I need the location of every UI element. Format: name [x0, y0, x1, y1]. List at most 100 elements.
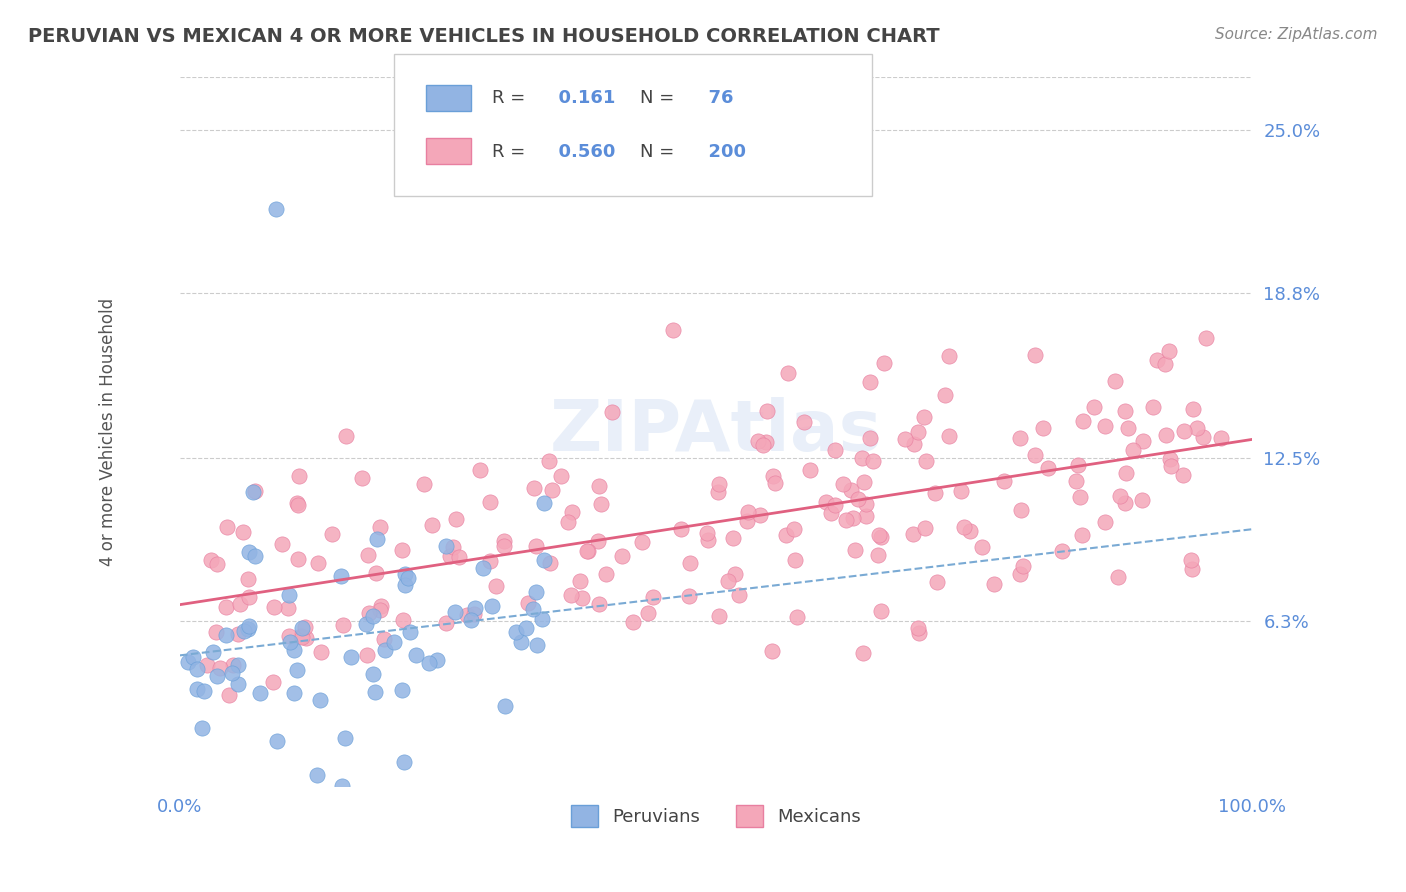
Mexicans: [1024, 449, 1046, 463]
Mexicans: [1154, 357, 1177, 371]
Peruvians: [202, 644, 225, 658]
Mexicans: [195, 658, 218, 673]
Mexicans: [717, 574, 740, 589]
Mexicans: [785, 553, 807, 567]
Mexicans: [907, 621, 929, 635]
Mexicans: [1064, 475, 1087, 489]
Mexicans: [907, 425, 929, 440]
Mexicans: [1142, 400, 1164, 414]
Mexicans: [1173, 467, 1195, 482]
Mexicans: [903, 437, 925, 451]
Peruvians: [394, 567, 416, 582]
Mexicans: [218, 688, 240, 702]
Mexicans: [287, 498, 309, 512]
Mexicans: [735, 514, 758, 528]
Mexicans: [1069, 490, 1091, 504]
Mexicans: [238, 591, 260, 605]
Mexicans: [470, 463, 492, 477]
Mexicans: [1071, 414, 1094, 428]
Mexicans: [1130, 492, 1153, 507]
Peruvians: [228, 677, 250, 691]
Text: 76: 76: [696, 89, 734, 107]
Peruvians: [522, 602, 544, 616]
Peruvians: [374, 643, 396, 657]
Mexicans: [747, 434, 769, 449]
Peruvians: [398, 624, 420, 639]
Mexicans: [870, 604, 893, 618]
Peruvians: [285, 663, 308, 677]
Mexicans: [557, 516, 579, 530]
Mexicans: [290, 628, 312, 642]
Mexicans: [215, 599, 238, 614]
Peruvians: [510, 635, 533, 649]
Mexicans: [200, 553, 222, 567]
Peruvians: [366, 532, 388, 546]
Mexicans: [291, 630, 314, 644]
Peruvians: [354, 617, 377, 632]
Mexicans: [541, 483, 564, 497]
Mexicans: [588, 597, 610, 611]
Mexicans: [600, 404, 623, 418]
Mexicans: [752, 437, 775, 451]
Mexicans: [1209, 431, 1232, 445]
Mexicans: [420, 518, 443, 533]
Mexicans: [1114, 496, 1136, 510]
Mexicans: [1195, 331, 1218, 345]
Mexicans: [855, 509, 877, 524]
Mexicans: [707, 609, 730, 624]
Mexicans: [285, 496, 308, 510]
Mexicans: [588, 479, 610, 493]
Peruvians: [278, 588, 301, 602]
Mexicans: [859, 431, 882, 445]
Mexicans: [959, 524, 981, 539]
Mexicans: [294, 631, 316, 645]
Mexicans: [561, 505, 583, 519]
Mexicans: [893, 432, 915, 446]
Mexicans: [993, 474, 1015, 488]
Mexicans: [814, 495, 837, 509]
Mexicans: [855, 497, 877, 511]
Mexicans: [783, 522, 806, 536]
Mexicans: [209, 661, 232, 675]
Peruvians: [307, 767, 329, 781]
Mexicans: [820, 507, 842, 521]
Peruvians: [526, 639, 548, 653]
Peruvians: [215, 628, 238, 642]
Mexicans: [368, 603, 391, 617]
Mexicans: [793, 415, 815, 429]
Peruvians: [364, 685, 387, 699]
Legend: Peruvians, Mexicans: Peruvians, Mexicans: [564, 797, 869, 834]
Mexicans: [236, 572, 259, 586]
Peruvians: [505, 625, 527, 640]
Mexicans: [335, 429, 357, 443]
Peruvians: [309, 693, 332, 707]
Mexicans: [778, 367, 800, 381]
Text: N =: N =: [640, 143, 679, 161]
Mexicans: [1159, 452, 1181, 467]
Peruvians: [340, 649, 363, 664]
Text: ZIPAtlas: ZIPAtlas: [550, 398, 883, 467]
Mexicans: [901, 527, 924, 541]
Mexicans: [1118, 421, 1140, 435]
Mexicans: [824, 498, 846, 512]
Mexicans: [364, 566, 387, 580]
Text: Source: ZipAtlas.com: Source: ZipAtlas.com: [1215, 27, 1378, 42]
Mexicans: [1008, 431, 1031, 445]
Peruvians: [515, 621, 537, 635]
Mexicans: [494, 533, 516, 548]
Peruvians: [382, 635, 405, 649]
Mexicans: [831, 477, 853, 491]
Peruvians: [243, 549, 266, 563]
Mexicans: [1108, 489, 1130, 503]
Mexicans: [721, 531, 744, 545]
Mexicans: [571, 591, 593, 606]
Peruvians: [472, 560, 495, 574]
Peruvians: [291, 621, 314, 635]
Peruvians: [533, 495, 555, 509]
Peruvians: [193, 683, 215, 698]
Mexicans: [950, 483, 973, 498]
Mexicans: [1024, 348, 1046, 362]
Mexicans: [1107, 570, 1129, 584]
Mexicans: [696, 525, 718, 540]
Peruvians: [494, 698, 516, 713]
